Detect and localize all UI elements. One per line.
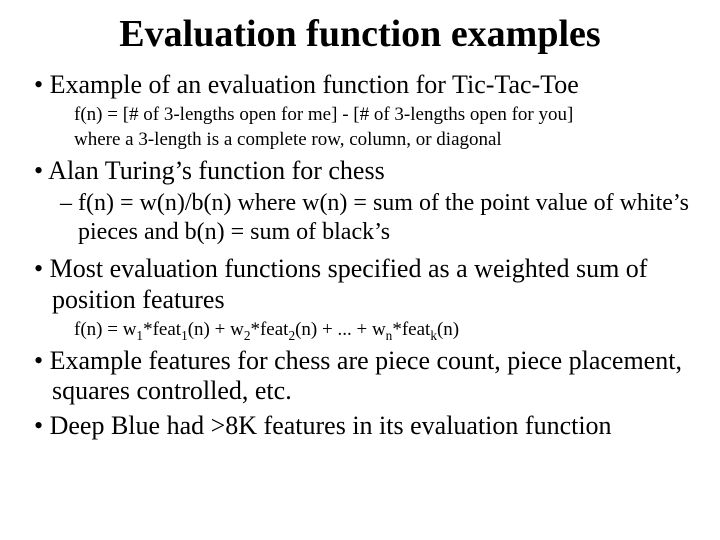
- bullet-3-sub: f(n) = w1*feat1(n) + w2*feat2(n) + ... +…: [74, 318, 690, 342]
- slide-title: Evaluation function examples: [30, 12, 690, 56]
- bullet-3: Most evaluation functions specified as a…: [30, 254, 690, 315]
- bullet-1: Example of an evaluation function for Ti…: [30, 70, 690, 101]
- bullet-2: Alan Turing’s function for chess: [30, 156, 690, 187]
- bullet-1-sub-2: where a 3-length is a complete row, colu…: [74, 128, 690, 152]
- bullet-5: Deep Blue had >8K features in its evalua…: [30, 411, 690, 442]
- bullet-1-sub-1: f(n) = [# of 3-lengths open for me] - [#…: [74, 103, 690, 127]
- bullet-2-dash: f(n) = w(n)/b(n) where w(n) = sum of the…: [60, 189, 690, 247]
- slide: Evaluation function examples Example of …: [0, 0, 720, 540]
- bullet-4: Example features for chess are piece cou…: [30, 346, 690, 407]
